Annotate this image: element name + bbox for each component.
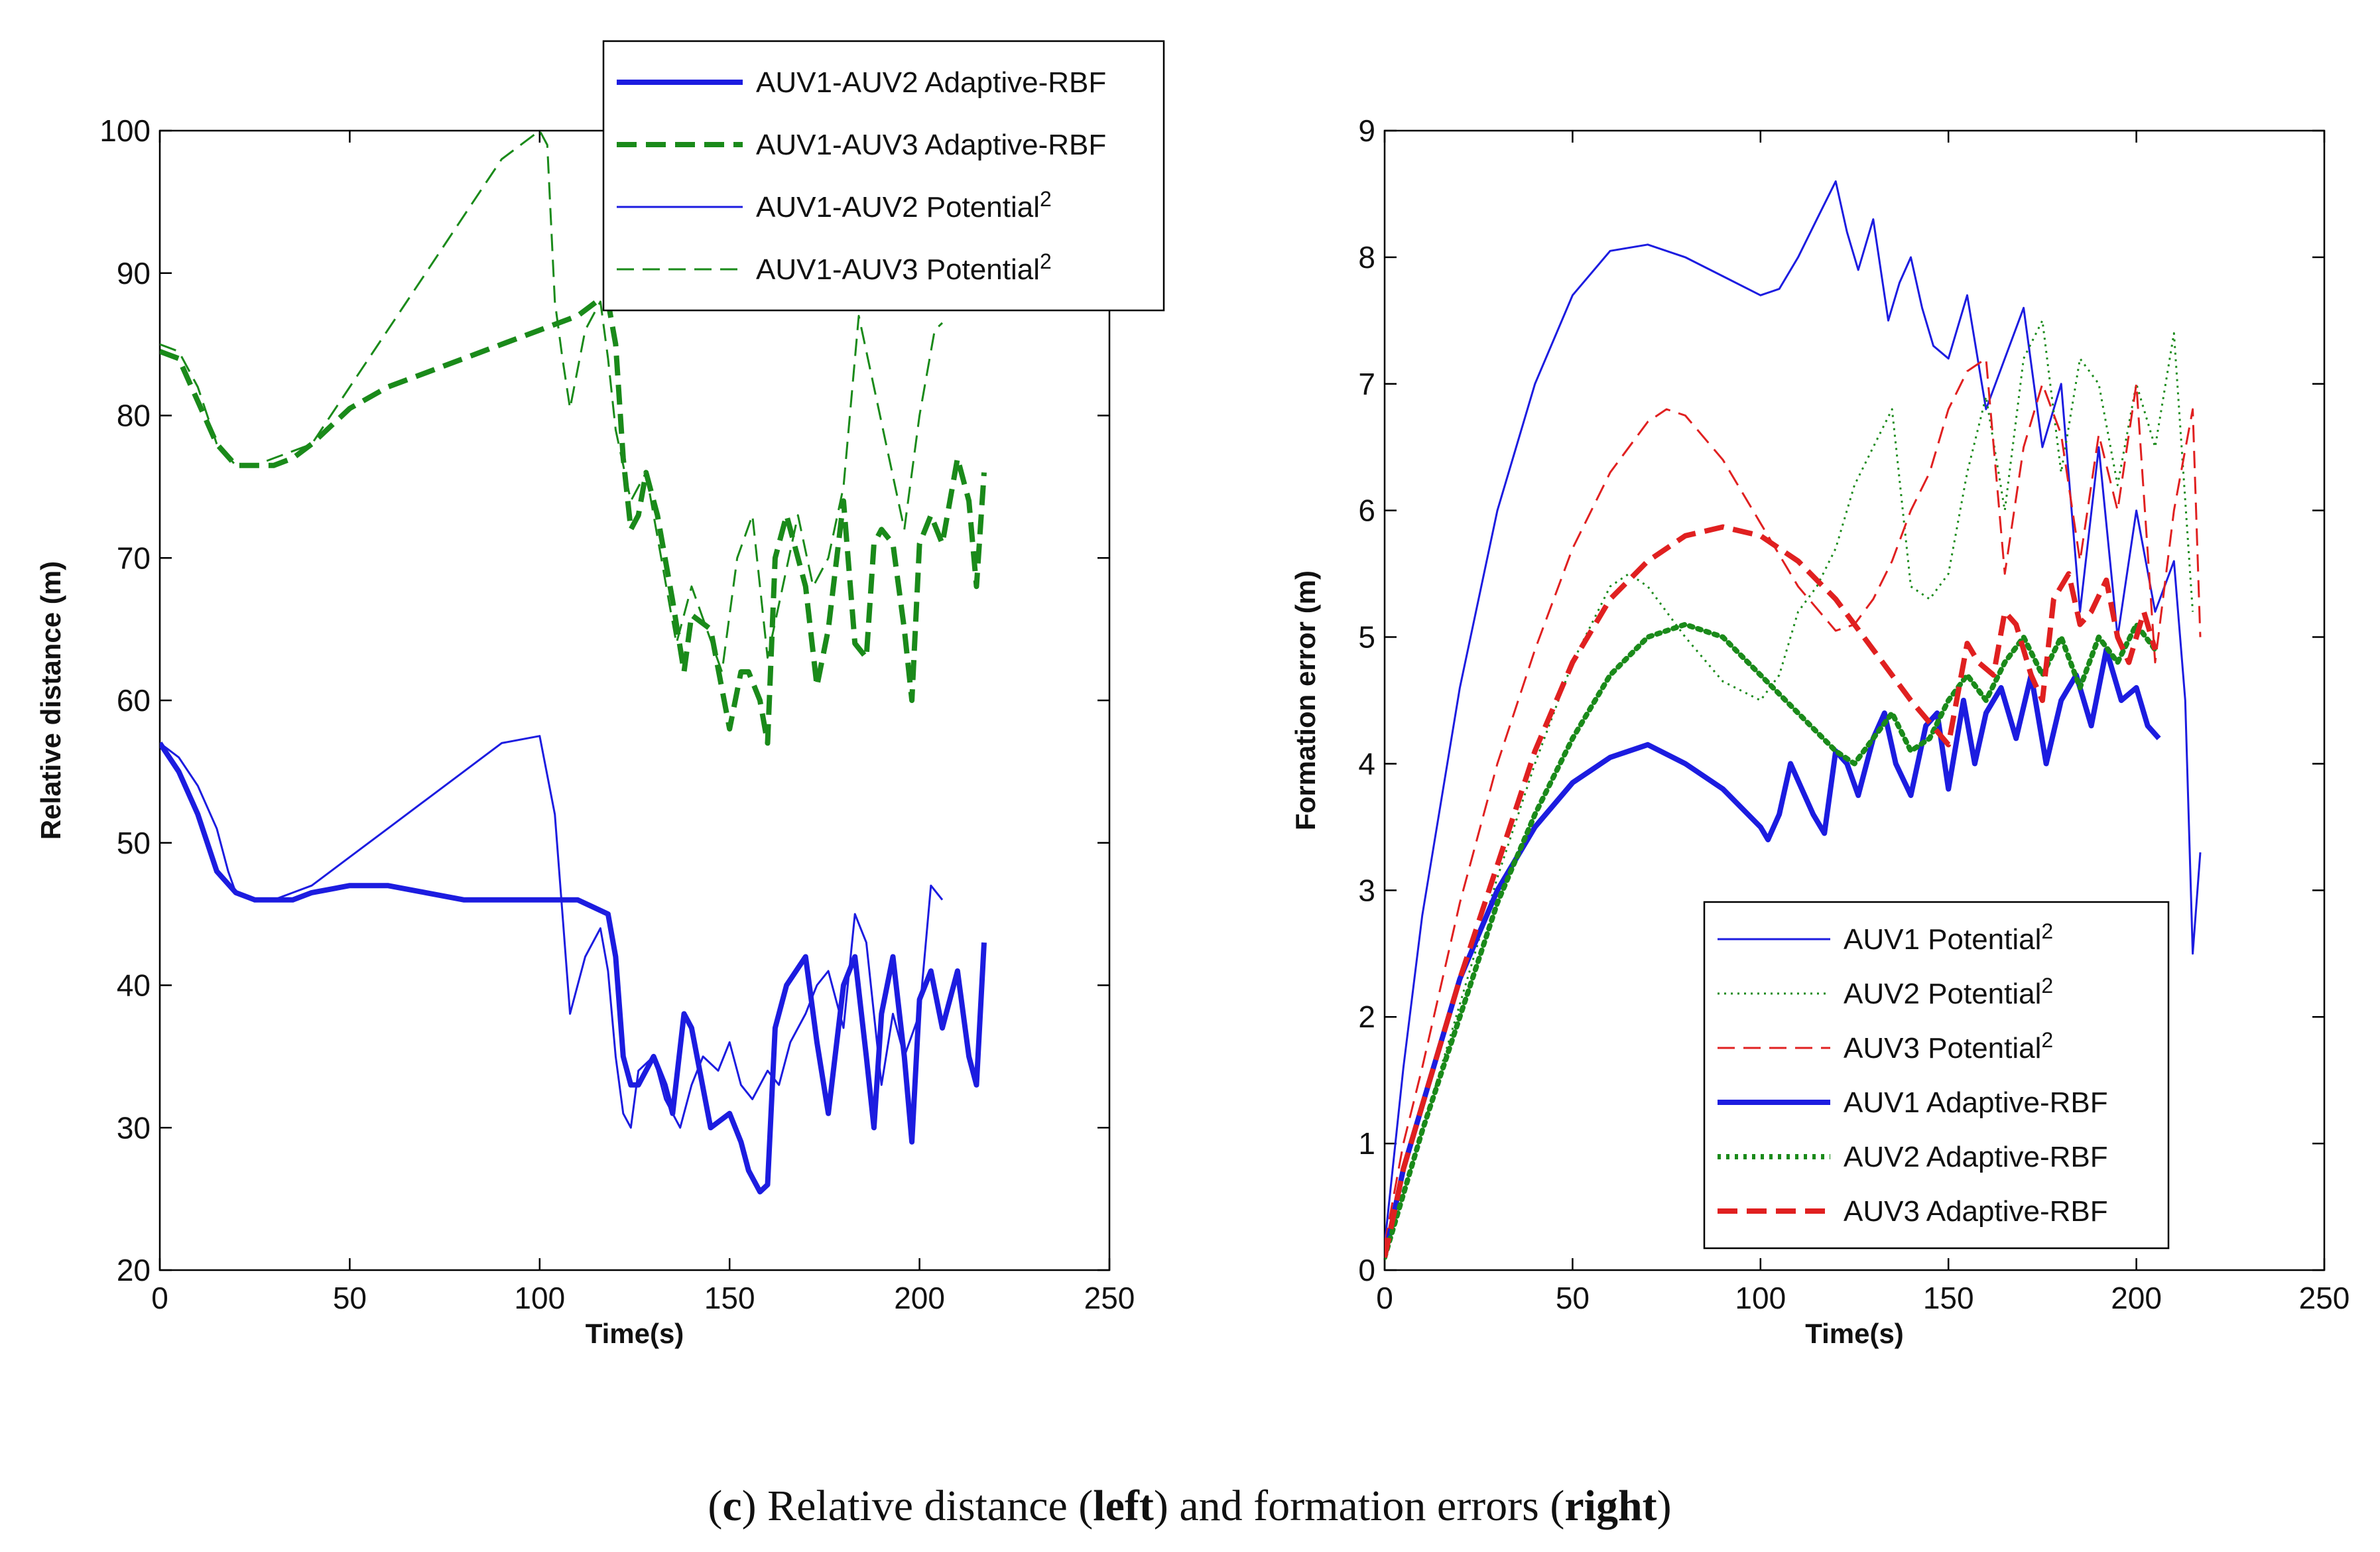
x-tick-label: 0 [1376,1281,1393,1315]
legend-entry-label: AUV2 Potential2 [1844,974,2053,1010]
legend: AUV1-AUV2 Adaptive-RBF AUV1-AUV3 Adaptive… [602,40,1165,312]
plot-area [158,129,1111,1271]
legend-entry-label: AUV3 Potential2 [1844,1028,2053,1065]
legend-entry-label: AUV1 Adaptive-RBF [1844,1086,2108,1119]
x-tick-label: 200 [2111,1281,2162,1315]
y-tick-label: 5 [1358,620,1375,655]
y-tick-label: 3 [1358,873,1375,907]
x-tick-label: 250 [1084,1281,1135,1315]
y-tick-label: 80 [117,399,151,433]
y-tick-label: 7 [1358,367,1375,401]
y-tick-label: 4 [1358,746,1375,781]
x-tick-label: 100 [514,1281,565,1315]
x-tick-label: 150 [704,1281,755,1315]
y-tick-label: 9 [1358,113,1375,148]
series-line-1 [160,742,987,1195]
series-line-3 [1385,357,2202,1246]
y-tick-label: 60 [117,683,151,718]
y-tick-label: 20 [117,1253,151,1287]
x-tick-label: 100 [1735,1281,1786,1315]
x-axis-label: Time(s) [586,1318,684,1349]
legend-entry-label: AUV3 Adaptive-RBF [1844,1195,2108,1228]
y-tick-label: 8 [1358,240,1375,275]
legend-entry-label: AUV1-AUV2 Potential2 [756,187,1052,224]
y-tick-label: 90 [117,256,151,291]
y-tick-label: 1 [1358,1126,1375,1161]
x-tick-label: 200 [894,1281,945,1315]
y-tick-label: 6 [1358,493,1375,528]
series-line-6 [1385,524,2158,1258]
x-tick-label: 50 [1556,1281,1590,1315]
legend: AUV1 Potential2 AUV2 Potential2 AUV3 Poten… [1703,901,2170,1250]
x-tick-label: 150 [1923,1281,1974,1315]
y-tick-label: 2 [1358,1000,1375,1034]
y-tick-label: 50 [117,826,151,860]
legend-box [1703,901,2170,1250]
series-line-5 [1385,621,2158,1260]
y-axis-label: Formation error (m) [1290,570,1321,830]
legend-entry-label: AUV1-AUV2 Adaptive-RBF [756,66,1106,99]
legend-box [602,40,1165,312]
series-line-1 [1385,180,2202,1245]
y-tick-label: 0 [1358,1253,1375,1287]
series-line-4 [160,131,944,673]
relative-distance-chart: 0 50 100 150 200 250 20 30 40 50 60 70 80 90 100 Time(s… [35,40,1165,1349]
legend-entry-label: AUV1-AUV3 Potential2 [756,249,1052,286]
y-tick-label: 100 [99,113,151,148]
x-tick-label: 50 [333,1281,367,1315]
series-line-3 [160,735,944,1129]
legend-entry-label: AUV2 Adaptive-RBF [1844,1141,2108,1173]
x-axis-label: Time(s) [1805,1318,1904,1349]
x-tick-label: 0 [151,1281,168,1315]
formation-error-chart: 0 50 100 150 200 250 0 1 2 3 4 5 6 7 8 9 Time(s) Formatio… [1290,113,2349,1349]
x-tick-label: 250 [2299,1281,2350,1315]
figure-caption: (c) Relative distance (left) and formati… [708,1482,1671,1530]
y-tick-label: 30 [117,1110,151,1145]
y-tick-label: 40 [117,968,151,1003]
legend-entry-label: AUV1-AUV3 Adaptive-RBF [756,129,1106,161]
legend-entry-label: AUV1 Potential2 [1844,919,2053,956]
y-tick-label: 70 [117,541,151,575]
y-axis-label: Relative distance (m) [35,561,66,840]
